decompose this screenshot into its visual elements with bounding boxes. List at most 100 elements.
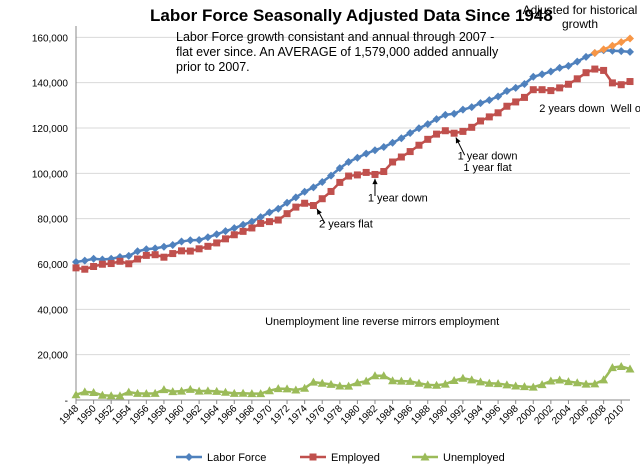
data-point: [599, 375, 609, 384]
y-tick-label: 120,000: [32, 124, 69, 135]
x-tick-label: 2010: [603, 403, 627, 427]
data-point: [292, 203, 300, 211]
data-point: [414, 124, 423, 133]
data-point: [283, 210, 291, 218]
x-tick-label: 2006: [568, 403, 592, 427]
data-point: [124, 251, 133, 260]
x-tick-label: 1986: [392, 403, 416, 427]
x-tick-label: 1958: [146, 403, 170, 427]
data-point: [318, 177, 327, 186]
data-point: [352, 378, 362, 387]
data-point: [97, 390, 107, 399]
data-point: [159, 385, 169, 394]
data-point: [450, 129, 458, 137]
data-point: [529, 86, 537, 94]
x-tick-label: 1996: [480, 403, 504, 427]
legend: Labor Force Employed Unemployed: [176, 452, 505, 464]
data-point: [529, 72, 538, 81]
data-point: [423, 120, 432, 129]
data-point: [441, 127, 449, 135]
data-point: [335, 164, 344, 173]
data-point: [617, 81, 625, 89]
data-point: [485, 113, 493, 121]
data-point: [150, 388, 160, 397]
x-tick-label: 1978: [321, 403, 345, 427]
legend-item: Employed: [300, 452, 380, 464]
legend-item: Unemployed: [412, 452, 505, 464]
x-tick-label: 1948: [58, 403, 82, 427]
data-point: [229, 388, 239, 397]
data-point: [186, 247, 194, 255]
data-point: [441, 110, 450, 119]
data-point: [141, 389, 151, 398]
data-point: [345, 172, 353, 180]
data-point: [134, 255, 142, 263]
data-point: [301, 199, 309, 207]
data-point: [519, 382, 529, 391]
x-tick-label: 1988: [409, 403, 433, 427]
data-point: [212, 230, 221, 239]
data-point: [590, 379, 600, 388]
series-line: [75, 48, 631, 264]
data-point: [335, 381, 345, 390]
x-tick-label: 1960: [163, 403, 187, 427]
x-tick-label: 1952: [93, 403, 117, 427]
data-point: [256, 213, 265, 222]
data-point: [213, 239, 221, 247]
data-point: [564, 80, 572, 88]
data-point: [308, 377, 318, 386]
x-tick-label: 1984: [374, 403, 398, 427]
data-point: [511, 381, 521, 390]
data-point: [160, 253, 168, 261]
data-point: [415, 141, 423, 149]
data-point: [116, 257, 124, 265]
data-point: [194, 386, 204, 395]
data-point: [573, 75, 581, 83]
data-point: [626, 34, 634, 43]
data-point: [520, 80, 529, 89]
legend-item: Labor Force: [176, 452, 266, 464]
data-point: [273, 384, 283, 393]
data-point: [389, 158, 397, 166]
data-point: [257, 219, 265, 227]
data-point: [477, 117, 485, 125]
series-labor-force: [72, 46, 634, 266]
x-tick-label: 1998: [497, 403, 521, 427]
annotation-label: 1 year down: [368, 193, 428, 205]
data-point: [485, 96, 494, 105]
data-point: [617, 47, 626, 56]
legend-label: Employed: [331, 452, 380, 464]
data-point: [133, 247, 142, 256]
series-line: [75, 365, 631, 398]
data-point: [361, 376, 371, 385]
gridlines: [75, 26, 630, 401]
data-point: [106, 391, 116, 400]
x-tick-label: 1968: [233, 403, 257, 427]
y-tick-label: 20,000: [37, 351, 68, 362]
data-point: [528, 382, 538, 391]
data-point: [203, 386, 213, 395]
data-point: [625, 364, 635, 373]
data-point: [107, 260, 115, 268]
data-point: [546, 67, 555, 76]
annotation-label: 2 years down: [539, 103, 604, 115]
data-point: [80, 387, 90, 396]
data-point: [169, 250, 177, 258]
data-point: [300, 383, 310, 392]
data-point: [591, 65, 599, 73]
annotation-arrowhead: [455, 137, 461, 144]
x-tick-label: 1982: [357, 403, 381, 427]
legend-label: Unemployed: [443, 452, 505, 464]
series-unemployed: [71, 361, 635, 400]
data-point: [81, 265, 89, 273]
x-tick-label: 2002: [532, 403, 556, 427]
data-point: [309, 183, 318, 192]
series-line: [75, 67, 631, 271]
legend-marker: [309, 453, 317, 461]
data-point: [327, 187, 335, 195]
data-point: [626, 47, 634, 56]
data-point: [98, 260, 106, 268]
data-point: [274, 204, 283, 213]
data-point: [555, 63, 564, 72]
